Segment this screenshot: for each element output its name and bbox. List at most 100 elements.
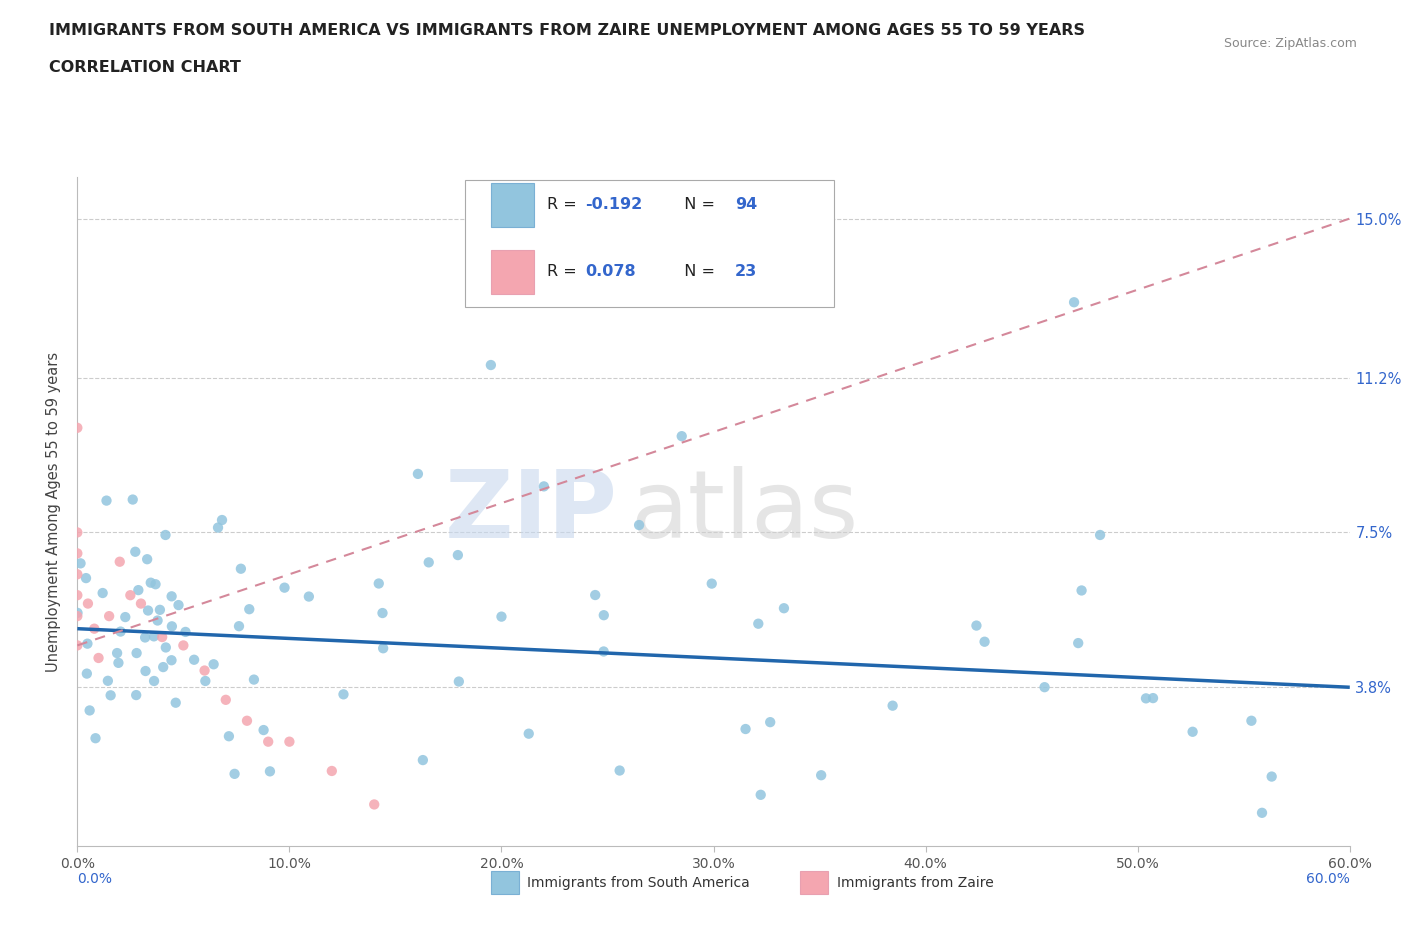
FancyBboxPatch shape	[465, 180, 834, 307]
Point	[228, 618, 250, 633]
Point	[332, 687, 354, 702]
Point	[142, 629, 165, 644]
Point	[202, 657, 225, 671]
Point	[66, 605, 89, 620]
Point	[215, 692, 238, 708]
Point	[105, 645, 128, 660]
Point	[1260, 769, 1282, 784]
Text: 0.078: 0.078	[585, 264, 636, 279]
Point	[152, 659, 174, 674]
Text: 23: 23	[735, 264, 758, 279]
Point	[124, 544, 146, 559]
Point	[76, 666, 98, 681]
Point	[273, 580, 295, 595]
Point	[592, 644, 614, 659]
Point	[66, 567, 89, 582]
Point	[479, 358, 502, 373]
Point	[194, 673, 217, 688]
Point	[160, 589, 183, 604]
Point	[160, 618, 183, 633]
Text: R =: R =	[547, 197, 582, 212]
Text: Source: ZipAtlas.com: Source: ZipAtlas.com	[1223, 37, 1357, 50]
Point	[1063, 295, 1085, 310]
Point	[108, 554, 131, 569]
Text: N =: N =	[673, 264, 720, 279]
Point	[609, 764, 631, 778]
Text: ZIP: ZIP	[446, 466, 619, 557]
Point	[965, 618, 987, 633]
Point	[592, 608, 614, 623]
Point	[298, 589, 321, 604]
Point	[700, 577, 723, 591]
Point	[69, 556, 91, 571]
Point	[447, 548, 470, 563]
Point	[79, 703, 101, 718]
Point	[149, 603, 172, 618]
Point	[134, 630, 156, 644]
Point	[194, 663, 217, 678]
Point	[165, 696, 187, 711]
Point	[76, 636, 98, 651]
Point	[146, 613, 169, 628]
Point	[1251, 805, 1274, 820]
Point	[1142, 691, 1164, 706]
Point	[77, 596, 100, 611]
Point	[155, 527, 177, 542]
Point	[238, 602, 260, 617]
Point	[125, 687, 148, 702]
Point	[583, 588, 606, 603]
Point	[373, 641, 395, 656]
Point	[143, 673, 166, 688]
Point	[229, 562, 252, 577]
Point	[66, 588, 89, 603]
Point	[628, 518, 651, 533]
Point	[120, 588, 142, 603]
Point	[236, 713, 259, 728]
Point	[1070, 583, 1092, 598]
Point	[882, 698, 904, 713]
Point	[91, 586, 114, 601]
Point	[125, 645, 148, 660]
Point	[145, 577, 167, 591]
Text: atlas: atlas	[631, 466, 859, 557]
Point	[66, 609, 89, 624]
Point	[243, 672, 266, 687]
Point	[367, 576, 389, 591]
Point	[136, 551, 159, 566]
Point	[252, 723, 274, 737]
Point	[517, 726, 540, 741]
Point	[218, 729, 240, 744]
Text: IMMIGRANTS FROM SOUTH AMERICA VS IMMIGRANTS FROM ZAIRE UNEMPLOYMENT AMONG AGES 5: IMMIGRANTS FROM SOUTH AMERICA VS IMMIGRA…	[49, 23, 1085, 38]
Point	[114, 610, 136, 625]
Point	[100, 688, 122, 703]
Text: Immigrants from Zaire: Immigrants from Zaire	[837, 875, 993, 890]
Text: R =: R =	[547, 264, 582, 279]
Point	[1033, 680, 1056, 695]
Point	[183, 652, 205, 667]
Point	[224, 766, 246, 781]
Point	[207, 520, 229, 535]
Point	[66, 525, 89, 540]
Point	[83, 621, 105, 636]
Point	[150, 630, 173, 644]
Point	[155, 640, 177, 655]
Point	[773, 601, 796, 616]
Text: N =: N =	[673, 197, 720, 212]
Text: 94: 94	[735, 197, 758, 212]
Point	[759, 715, 782, 730]
Point	[135, 664, 157, 679]
Point	[259, 764, 281, 778]
Text: 60.0%: 60.0%	[1306, 871, 1350, 886]
Point	[1135, 691, 1157, 706]
Point	[412, 752, 434, 767]
Point	[363, 797, 385, 812]
Point	[167, 598, 190, 613]
FancyBboxPatch shape	[491, 182, 534, 227]
Point	[174, 624, 197, 639]
Point	[533, 479, 555, 494]
Point	[139, 576, 162, 591]
Point	[127, 583, 149, 598]
Point	[278, 735, 301, 750]
Point	[84, 731, 107, 746]
Point	[321, 764, 343, 778]
